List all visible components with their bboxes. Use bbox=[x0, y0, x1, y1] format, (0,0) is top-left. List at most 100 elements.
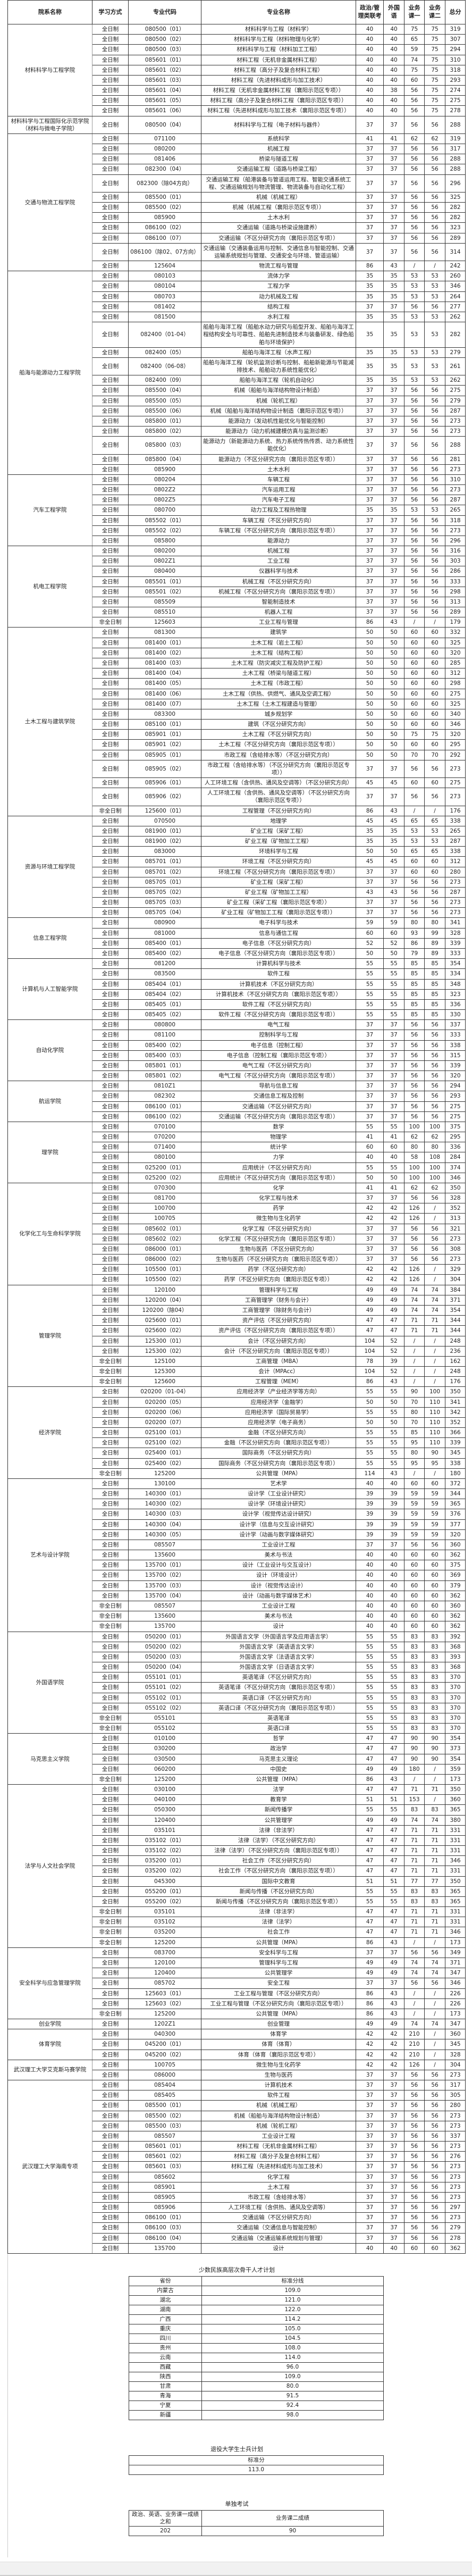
course-2-score: 100 bbox=[424, 1172, 445, 1183]
header-politics: 政治/管理类联考 bbox=[356, 0, 384, 24]
table-row: 全日制 055102（01） 英语口译（不区分研究方向） 55 55 83 83 370 bbox=[8, 1692, 466, 1703]
study-mode: 全日制 bbox=[92, 668, 129, 679]
course-2-score: 60 bbox=[424, 777, 445, 789]
major-code: 085601（03） bbox=[128, 74, 201, 86]
foreign-language-score: 37 bbox=[383, 1539, 404, 1551]
table-row: 全日制 085501（02） 机械工程（不区分研究方向（襄阳示范区专项）） 37 37 5… bbox=[8, 586, 466, 597]
politics-score: 86 bbox=[356, 261, 384, 272]
course-1-score: 83 bbox=[404, 1672, 425, 1683]
major-name: 艺术学 bbox=[201, 1478, 356, 1490]
table-row: 全日制 085602（02） 化学工程（不区分研究方向（襄阳示范区专项）） 37 37 5… bbox=[8, 1233, 466, 1244]
study-mode: 全日制 bbox=[92, 1743, 129, 1754]
total-score: 293 bbox=[445, 74, 466, 86]
study-mode: 全日制 bbox=[92, 1152, 129, 1163]
politics-score: 104 bbox=[356, 1366, 384, 1377]
politics-score: 49 bbox=[356, 1304, 384, 1316]
study-mode: 全日制 bbox=[92, 815, 129, 826]
major-code: 135700（04） bbox=[128, 1590, 201, 1601]
politics-score: 55 bbox=[356, 1692, 384, 1703]
table-row: 非全日制 035200 社会工作 47 47 71 71 346 bbox=[8, 1927, 466, 1938]
table-row: 全日制 086000（02） 生物与医药（不区分研究方向（襄阳示范区专项）） 37 37… bbox=[8, 1254, 466, 1265]
politics-score: 42 bbox=[356, 2049, 384, 2060]
politics-score: 37 bbox=[356, 1193, 384, 1204]
major-code: 085702 bbox=[128, 1978, 201, 1989]
major-code: 085500（01） bbox=[128, 2100, 201, 2111]
major-code: 035200（02） bbox=[128, 1866, 201, 1877]
table-row: 全日制 085100（01） 建筑（不区分研究方向） 50 50 60 60 346 bbox=[8, 719, 466, 730]
course-2-score: 56 bbox=[424, 897, 445, 908]
course-1-score: 56 bbox=[404, 212, 425, 223]
veterans-plan-table: 标准分 113.0 bbox=[129, 2455, 384, 2475]
politics-score: 50 bbox=[356, 668, 384, 679]
course-2-score: 59 bbox=[424, 1499, 445, 1510]
total-score: 360 bbox=[445, 1600, 466, 1612]
course-2-score: 83 bbox=[424, 1804, 445, 1816]
table-row: 全日制 140300（01） 设计学（工业设计研究） 39 39 59 59 344 bbox=[8, 1488, 466, 1500]
course-2-score: 56 bbox=[424, 484, 445, 496]
politics-score: 47 bbox=[356, 1733, 384, 1744]
college-name: 外国语学院 bbox=[7, 1631, 92, 1734]
course-1-score: 74 bbox=[404, 54, 425, 65]
study-mode: 全日制 bbox=[92, 174, 129, 193]
course-1-score: 56 bbox=[404, 1040, 425, 1051]
course-1-score: 71 bbox=[404, 1855, 425, 1867]
major-code: 055102（02） bbox=[128, 1702, 201, 1713]
course-1-score: 53 bbox=[404, 271, 425, 282]
politics-score: 59 bbox=[356, 917, 384, 929]
major-name: 土木工程（防灾减灾工程及防护工程） bbox=[201, 657, 356, 669]
politics-score: 37 bbox=[356, 759, 384, 779]
major-code: 125603（02） bbox=[128, 1998, 201, 2009]
course-2-score: / bbox=[424, 1763, 445, 1775]
politics-score: 55 bbox=[356, 1631, 384, 1642]
course-2-score: 85 bbox=[424, 968, 445, 980]
major-name: 材料科学与工程（材料学） bbox=[201, 23, 356, 35]
major-code: 040100 bbox=[128, 1794, 201, 1805]
total-score: 226 bbox=[445, 1988, 466, 1999]
course-2-score: 56 bbox=[424, 1111, 445, 1122]
foreign-language-score: 40 bbox=[383, 2243, 404, 2254]
study-mode: 非全日制 bbox=[92, 1906, 129, 1918]
course-1-score: 83 bbox=[404, 1631, 425, 1642]
course-1-score: 74 bbox=[404, 1957, 425, 1969]
total-score: 377 bbox=[445, 1519, 466, 1530]
major-name: 物理学 bbox=[201, 1132, 356, 1143]
table-row: 全日制 055102（02） 英语口译（不区分研究方向（襄阳示范区专项）） 55 55 8… bbox=[8, 1702, 466, 1713]
total-score: 362 bbox=[445, 1621, 466, 1632]
foreign-language-score: 37 bbox=[383, 556, 404, 567]
foreign-language-score: 37 bbox=[383, 2151, 404, 2162]
politics-score: 50 bbox=[356, 647, 384, 659]
course-2-score: 56 bbox=[424, 164, 445, 175]
major-code: 081500 bbox=[128, 311, 201, 323]
total-score: 260 bbox=[445, 271, 466, 282]
major-name: 软件工程 bbox=[201, 968, 356, 980]
politics-score: 49 bbox=[356, 1957, 384, 1969]
politics-score: 55 bbox=[356, 999, 384, 1010]
table-row: 创业学院 全日制 1202Z1 创业管理 49 49 74 74 347 bbox=[7, 2019, 466, 2030]
standard-score: 98.0 bbox=[201, 2410, 384, 2420]
total-score: 360 bbox=[445, 1794, 466, 1805]
politics-score: 55 bbox=[356, 978, 384, 990]
total-score: 318 bbox=[445, 515, 466, 526]
course-2-score: 65 bbox=[424, 846, 445, 857]
politics-score: 55 bbox=[356, 1662, 384, 1673]
politics-score: 55 bbox=[356, 1427, 384, 1438]
course-2-score: / bbox=[424, 2008, 445, 2020]
total-score: 393 bbox=[445, 1651, 466, 1663]
course-2-score: 71 bbox=[424, 1866, 445, 1877]
major-code: 081700 bbox=[128, 1193, 201, 1204]
foreign-language-score: 55 bbox=[383, 1631, 404, 1642]
table-row: 非全日制 125100 工商管理（MBA） 78 39//162 bbox=[8, 1356, 466, 1367]
major-code: 083700 bbox=[128, 1947, 201, 1959]
study-mode: 全日制 bbox=[92, 1499, 129, 1510]
course-2-score: 56 bbox=[424, 1539, 445, 1551]
table-row: 全日制 025600（01） 资产评估（不区分研究方向） 47 47 71 71 344 bbox=[8, 1315, 466, 1326]
table-row: 全日制 081400（07） 土木工程（土木工程建造与管理） 50 50 60 60 325 bbox=[8, 698, 466, 709]
major-code: 050200（03） bbox=[128, 1651, 201, 1663]
total-score: 331 bbox=[445, 1917, 466, 1928]
province: 青海 bbox=[129, 2390, 202, 2401]
course-2-score: 53 bbox=[424, 271, 445, 282]
total-score: 346 bbox=[445, 1927, 466, 1938]
study-mode: 全日制 bbox=[92, 1121, 129, 1133]
major-code: 140300（01） bbox=[128, 1488, 201, 1500]
table-row: 全日制 085500（05） 机械（轮机工程） 37 37 56 56 279 bbox=[8, 395, 466, 406]
